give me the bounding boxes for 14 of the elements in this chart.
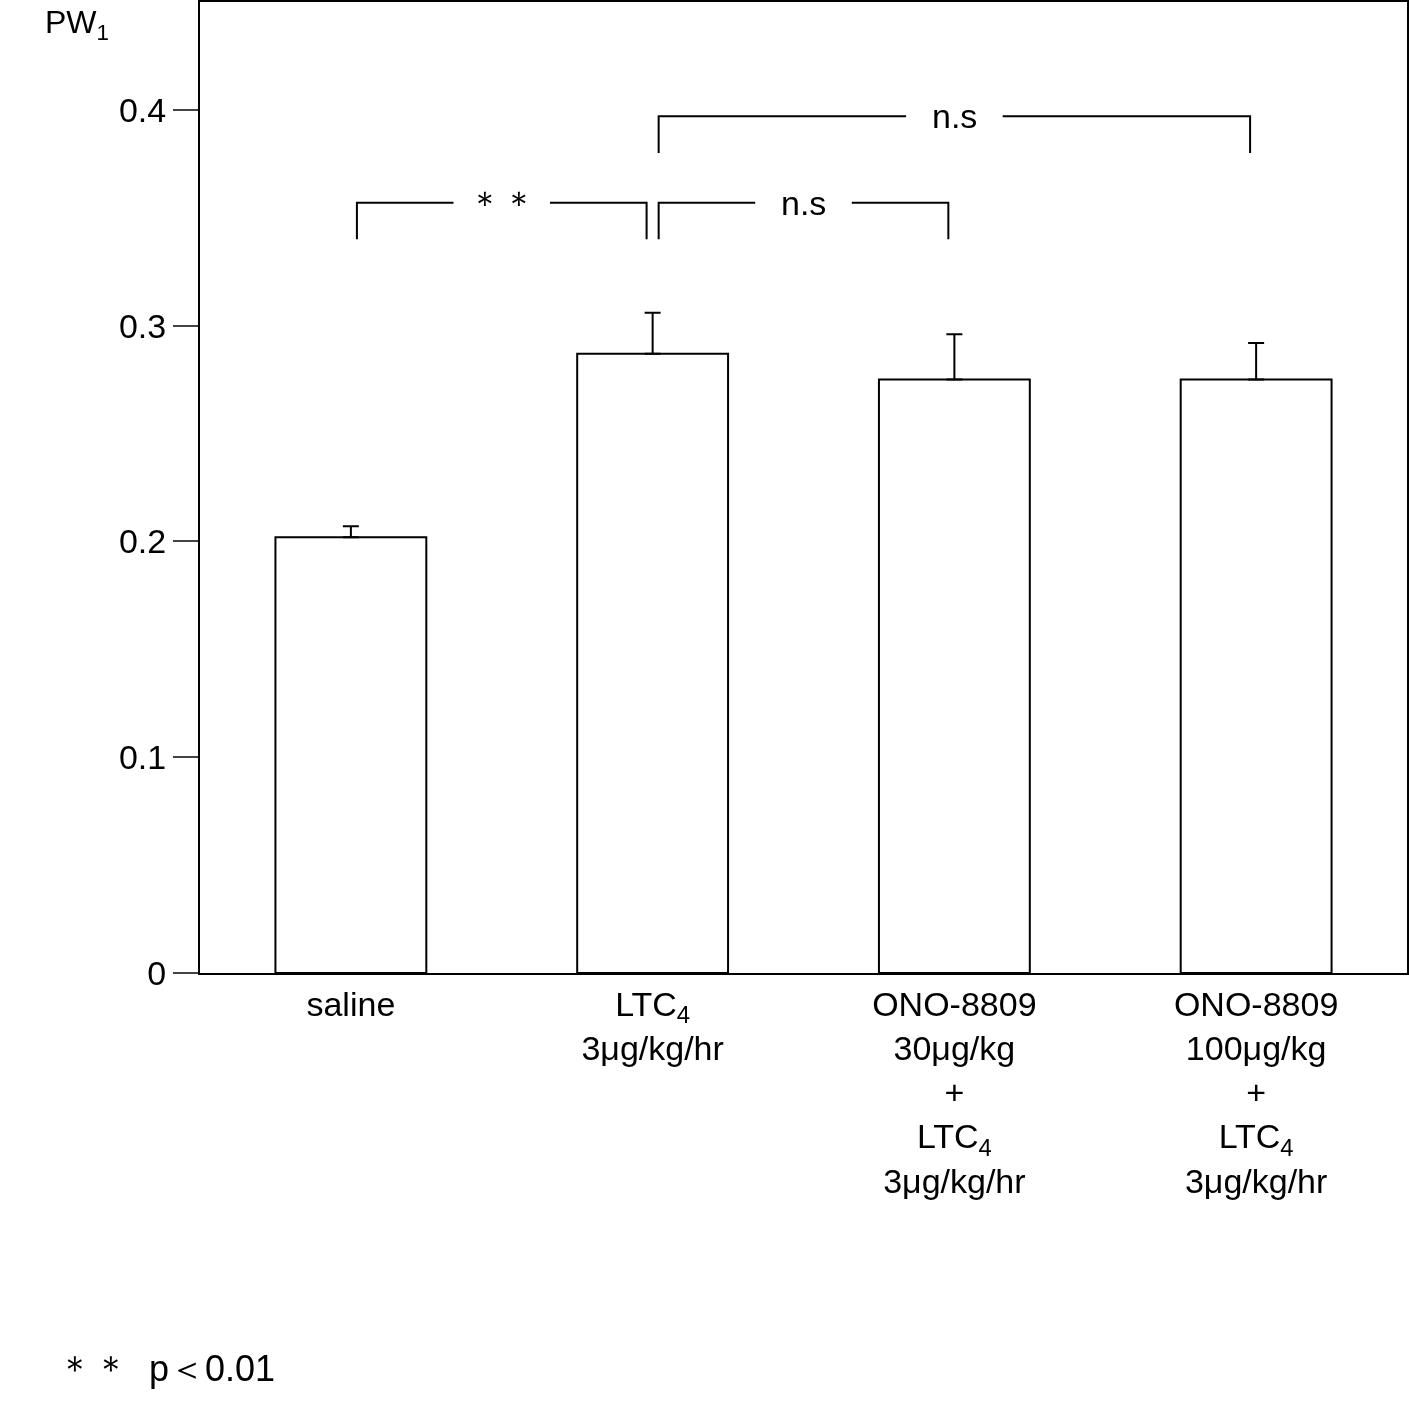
y-tick-label: 0.1 [118,738,167,777]
y-tick-label: 0 [147,953,167,992]
annotation: ＊＊ [468,184,536,222]
annotation: n.s [781,184,827,222]
annotation: n.s [932,97,978,135]
y-tick-label: 0.4 [118,90,167,129]
text: ＊＊ p＜0.01 [57,1348,276,1389]
x-tick-label: LTC$_{4}$ 3μg/kg/hr [581,984,724,1067]
y-tick-label: 0.3 [118,306,167,345]
y-axis-title: PW$_{1}$ [45,4,109,45]
x-tick-label: ONO-8809 100μg/kg + LTC$_{4}$ 3μg/kg/hr [1173,984,1339,1200]
x-tick-label: saline [306,984,396,1023]
x-tick-label: ONO-8809 30μg/kg + LTC$_{4}$ 3μg/kg/hr [872,984,1037,1200]
y-tick-label: 0.2 [118,522,167,561]
